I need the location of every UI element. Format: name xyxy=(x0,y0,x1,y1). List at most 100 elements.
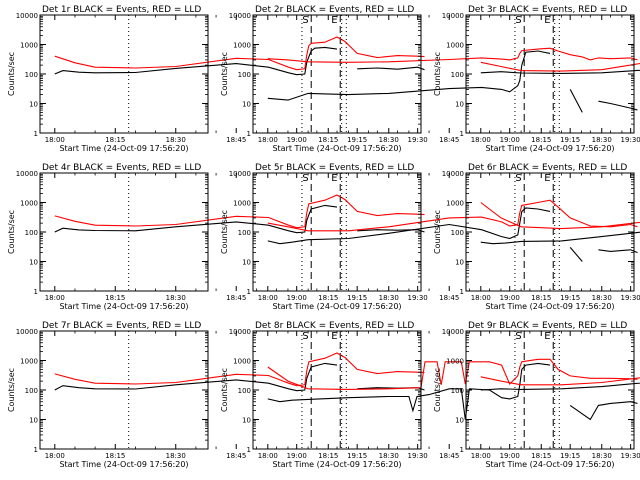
y-tick-label: 1 xyxy=(247,446,251,454)
x-tick-label: 19:15 xyxy=(560,294,580,302)
y-tick-label: 1 xyxy=(34,446,38,454)
x-tick-label: 19:00 xyxy=(287,294,307,302)
x-tick-label: 18:00 xyxy=(45,294,65,302)
plot-frame xyxy=(39,172,209,292)
x-axis-label: Start Time (24-Oct-09 17:56:20) xyxy=(485,144,614,153)
x-tick-label: 18:30 xyxy=(592,294,612,302)
panel-title: Det 1r BLACK = Events, RED = LLD xyxy=(42,5,201,15)
x-tick-label: 18:45 xyxy=(226,294,246,302)
series-lld-line xyxy=(54,36,425,71)
y-tick-label: 10 xyxy=(455,101,464,109)
panel-title: Det 6r BLACK = Events, RED = LLD xyxy=(468,163,627,173)
x-axis-label: Start Time (24-Oct-09 17:56:20) xyxy=(272,460,401,469)
y-tick-label: 10000 xyxy=(442,170,464,178)
x-tick-label: 19:15 xyxy=(347,452,367,460)
x-tick-label: 18:15 xyxy=(318,136,338,144)
plot-frame xyxy=(252,330,422,450)
x-tick-label: 18:00 xyxy=(471,294,491,302)
x-tick-label: 19:30 xyxy=(621,452,640,460)
x-tick-label: 19:00 xyxy=(287,452,307,460)
x-tick-label: 19:30 xyxy=(408,294,428,302)
x-tick-label: 19:00 xyxy=(500,136,520,144)
panel-title: Det 9r BLACK = Events, RED = LLD xyxy=(468,321,627,331)
panel-title: Det 5r BLACK = Events, RED = LLD xyxy=(255,163,414,173)
y-tick-label: 10 xyxy=(242,259,251,267)
y-tick-label: 10 xyxy=(455,417,464,425)
y-tick-label: 10000 xyxy=(16,328,38,336)
panel-title: Det 8r BLACK = Events, RED = LLD xyxy=(255,321,414,331)
x-axis-label: Start Time (24-Oct-09 17:56:20) xyxy=(272,144,401,153)
series-lld-line xyxy=(267,47,638,63)
x-tick-label: 18:15 xyxy=(531,452,551,460)
series-events-line xyxy=(480,69,640,74)
panel-title: Det 4r BLACK = Events, RED = LLD xyxy=(42,163,201,173)
y-tick-label: 1 xyxy=(460,446,464,454)
x-tick-label: 18:45 xyxy=(439,136,459,144)
y-tick-label: 1000 xyxy=(446,42,464,50)
x-tick-label: 18:15 xyxy=(105,294,125,302)
marker-label-s: S xyxy=(515,331,521,342)
y-axis-label: Counts/sec xyxy=(7,368,16,412)
y-tick-label: 1 xyxy=(34,130,38,138)
series-lld-line xyxy=(54,352,425,387)
x-axis-label: Start Time (24-Oct-09 17:56:20) xyxy=(59,302,188,311)
x-tick-label: 19:00 xyxy=(287,136,307,144)
y-tick-label: 1 xyxy=(247,288,251,296)
y-tick-label: 100 xyxy=(238,71,251,79)
x-tick-label: 19:15 xyxy=(560,136,580,144)
marker-label-s: S xyxy=(515,173,521,184)
x-tick-label: 19:15 xyxy=(347,294,367,302)
y-tick-label: 1000 xyxy=(233,200,251,208)
marker-label-e: E xyxy=(544,173,550,184)
x-tick-label: 18:15 xyxy=(105,452,125,460)
marker-label-s: S xyxy=(302,331,308,342)
x-tick-label: 18:00 xyxy=(45,452,65,460)
y-tick-label: 1 xyxy=(247,130,251,138)
y-tick-label: 10000 xyxy=(229,12,251,20)
y-tick-label: 1000 xyxy=(233,358,251,366)
x-tick-label: 18:00 xyxy=(471,452,491,460)
x-tick-label: 19:30 xyxy=(408,452,428,460)
x-tick-label: 18:30 xyxy=(379,136,399,144)
marker-label-s: S xyxy=(302,15,308,26)
x-tick-label: 18:30 xyxy=(379,452,399,460)
y-tick-label: 100 xyxy=(25,71,38,79)
x-tick-label: 18:30 xyxy=(379,294,399,302)
y-tick-label: 1 xyxy=(460,288,464,296)
y-tick-label: 10 xyxy=(29,101,38,109)
x-tick-label: 18:45 xyxy=(439,294,459,302)
y-tick-label: 100 xyxy=(451,71,464,79)
x-tick-label: 18:15 xyxy=(531,294,551,302)
x-tick-label: 18:30 xyxy=(166,136,186,144)
y-tick-label: 1 xyxy=(460,130,464,138)
x-tick-label: 18:00 xyxy=(258,452,278,460)
y-axis-label: Counts/sec xyxy=(7,52,16,96)
y-tick-label: 1000 xyxy=(446,358,464,366)
y-axis-label: Counts/sec xyxy=(220,368,229,412)
y-tick-label: 100 xyxy=(25,387,38,395)
x-axis-label: Start Time (24-Oct-09 17:56:20) xyxy=(485,302,614,311)
series-events-line xyxy=(480,231,640,245)
y-tick-label: 100 xyxy=(451,387,464,395)
y-axis-label: Counts/sec xyxy=(220,52,229,96)
x-tick-label: 18:15 xyxy=(531,136,551,144)
plot-frame xyxy=(465,14,635,134)
y-tick-label: 1000 xyxy=(20,200,38,208)
y-tick-label: 10000 xyxy=(442,12,464,20)
x-axis-label: Start Time (24-Oct-09 17:56:20) xyxy=(485,460,614,469)
x-tick-label: 18:30 xyxy=(166,294,186,302)
marker-label-e: E xyxy=(331,173,337,184)
y-tick-label: 10 xyxy=(242,417,251,425)
series-lld-line xyxy=(54,194,425,229)
y-tick-label: 100 xyxy=(238,387,251,395)
series-lld-line xyxy=(480,376,640,386)
series-lld-line xyxy=(480,202,640,230)
marker-label-s: S xyxy=(302,173,308,184)
y-tick-label: 1000 xyxy=(20,358,38,366)
